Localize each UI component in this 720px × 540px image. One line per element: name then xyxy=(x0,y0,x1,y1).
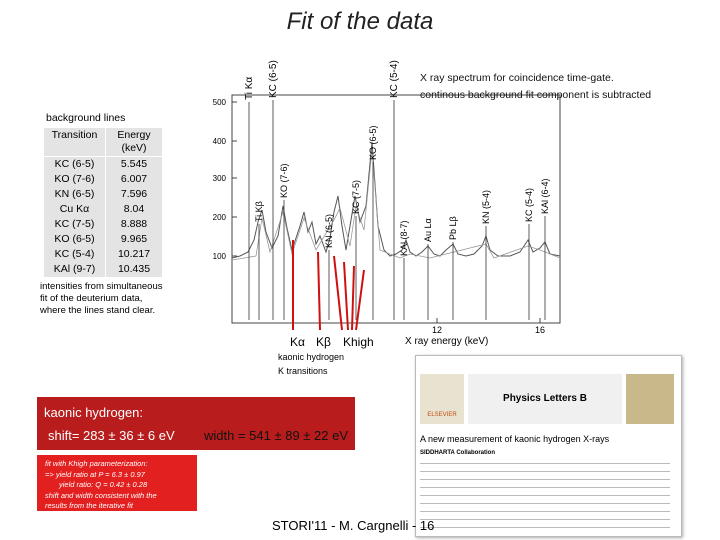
table-cell: 8.04 xyxy=(123,203,145,215)
note-line: results from the iterative fit xyxy=(45,501,133,510)
table-row: KN (6-5) 7.596 xyxy=(44,187,162,202)
note-line: continous background fit component is su… xyxy=(420,89,652,101)
table-row: KC (6-5) 5.545 xyxy=(44,156,162,172)
background-table: Transition Energy (keV) KC (6-5) 5.545 KO … xyxy=(44,128,162,277)
arrow-label: Kα xyxy=(290,335,305,349)
peak-label: KC (7-5) xyxy=(351,180,361,214)
result-heading: kaonic hydrogen: xyxy=(44,405,144,420)
top-labels: Ti Kα KC (6-5) KC (5-4) xyxy=(244,60,400,320)
peak-label: Pb Lβ xyxy=(448,216,458,240)
table-cell: KC (5-4) xyxy=(44,247,106,262)
arrow xyxy=(351,265,355,331)
caption: K transitions xyxy=(278,366,328,376)
peak-label: KO (6-5) xyxy=(368,125,378,160)
note-line: fit of the deuterium data, xyxy=(40,293,143,304)
note-line: shift and width consistent with the xyxy=(45,490,157,500)
table-header: Transition xyxy=(44,128,106,157)
result-shift: shift= 283 ± 36 ± 6 eV xyxy=(48,428,175,443)
arrows xyxy=(292,240,365,331)
table-cell: 10.217 xyxy=(117,248,151,260)
author-list xyxy=(420,460,670,530)
table-cell: 10.435 xyxy=(117,263,151,275)
peak-labels: Ti Kβ KO (7-6) KN (6-5) KC (7-5) KO (6-5) KAl… xyxy=(254,125,550,320)
y-tick-label: 400 xyxy=(213,137,227,146)
note-line: yield ratio: Q = 0.42 ± 0.28 xyxy=(59,480,148,489)
footer: STORI'11 - M. Cargnelli - 16 xyxy=(272,518,435,533)
arrow xyxy=(355,269,365,331)
top-label: KC (5-4) xyxy=(389,60,400,98)
fit-curve xyxy=(231,149,561,261)
table-row: Cu Kα 8.04 xyxy=(44,202,162,217)
note-line: where the lines stand clear. xyxy=(40,305,156,316)
arrow xyxy=(333,255,343,331)
x-axis-label: X ray energy (keV) xyxy=(405,336,488,347)
table-row: KO (6-5) 9.965 xyxy=(44,232,162,247)
arrow-label: Khigh xyxy=(343,335,374,349)
caption: kaonic hydrogen xyxy=(278,352,344,362)
y-tick-label: 100 xyxy=(213,252,227,261)
peak-label: KAl (6-4) xyxy=(540,178,550,214)
arrow xyxy=(343,261,349,331)
fit-note: fit with Khigh parameterization: => yiel… xyxy=(37,455,197,511)
table-body: KC (6-5) 5.545 KO (7-6) 6.007 KN (6-5) 7.596 C… xyxy=(44,156,162,277)
table-cell: KO (7-6) xyxy=(44,172,106,187)
peak-label: KN (6-5) xyxy=(324,214,334,248)
arrow xyxy=(317,251,321,331)
collaboration: SIDDHARTA Collaboration xyxy=(420,450,495,456)
publisher: ELSEVIER xyxy=(420,374,464,424)
note-line: fit with Khigh parameterization: xyxy=(45,459,148,468)
table-cell: 6.007 xyxy=(120,173,148,185)
table-cell: 9.965 xyxy=(120,233,148,245)
table-cell: 8.888 xyxy=(120,218,148,230)
table-row: KAl (9-7) 10.435 xyxy=(44,262,162,277)
background-heading: background lines xyxy=(46,112,126,124)
table-row: KC (5-4) 10.217 xyxy=(44,247,162,262)
y-tick-label: 200 xyxy=(213,213,227,222)
table-cell: 5.545 xyxy=(120,158,148,170)
table-cell: Cu Kα xyxy=(44,202,106,217)
y-ticks: 500 400 300 200 100 xyxy=(213,98,237,261)
top-label: KC (6-5) xyxy=(268,60,279,98)
x-tick-label: 16 xyxy=(535,325,545,335)
table-header: Energy (keV) xyxy=(117,129,151,154)
table-row: KO (7-6) 6.007 xyxy=(44,172,162,187)
intensity-note: intensities from simultaneous fit of the… xyxy=(40,281,163,317)
result-box xyxy=(37,397,355,450)
spectrum xyxy=(231,141,561,259)
table-row: KC (7-5) 8.888 xyxy=(44,217,162,232)
journal-page: ELSEVIER Physics Letters B A new measure… xyxy=(415,355,682,537)
journal-name: Physics Letters B xyxy=(468,374,622,424)
result-width: width = 541 ± 89 ± 22 eV xyxy=(204,428,349,443)
table-cell: KC (7-5) xyxy=(44,217,106,232)
table-cell: KN (6-5) xyxy=(44,187,106,202)
peak-label: KC (5-4) xyxy=(524,188,534,222)
note-line: => yield ratio at P = 6.3 ± 0.97 xyxy=(45,469,145,479)
top-label: Ti Kα xyxy=(244,77,255,100)
peak-label: KAl (8-7) xyxy=(399,220,409,256)
note-line: X ray spectrum for coincidence time-gate… xyxy=(420,72,614,84)
slide-title: Fit of the data xyxy=(286,8,434,35)
arrow-label: Kβ xyxy=(316,335,331,349)
y-tick-label: 500 xyxy=(213,98,227,107)
peak-label: KN (5-4) xyxy=(481,190,491,224)
peak-label: KO (7-6) xyxy=(279,163,289,198)
plot-frame xyxy=(231,94,561,324)
peak-label: Ti Kβ xyxy=(254,201,264,222)
peak-label: Au Lα xyxy=(423,218,433,242)
x-ticks: 12 16 xyxy=(432,318,545,335)
table-cell: KO (6-5) xyxy=(44,232,106,247)
table-cell: KAl (9-7) xyxy=(44,262,106,277)
article-title: A new measurement of kaonic hydrogen X-r… xyxy=(420,434,610,444)
y-tick-label: 300 xyxy=(213,174,227,183)
journal-cover xyxy=(626,374,674,424)
note: X ray spectrum for coincidence time-gate… xyxy=(420,70,651,104)
x-tick-label: 12 xyxy=(432,325,442,335)
table-cell: 7.596 xyxy=(120,188,148,200)
note-line: intensities from simultaneous xyxy=(40,281,163,292)
table-cell: KC (6-5) xyxy=(44,156,106,172)
